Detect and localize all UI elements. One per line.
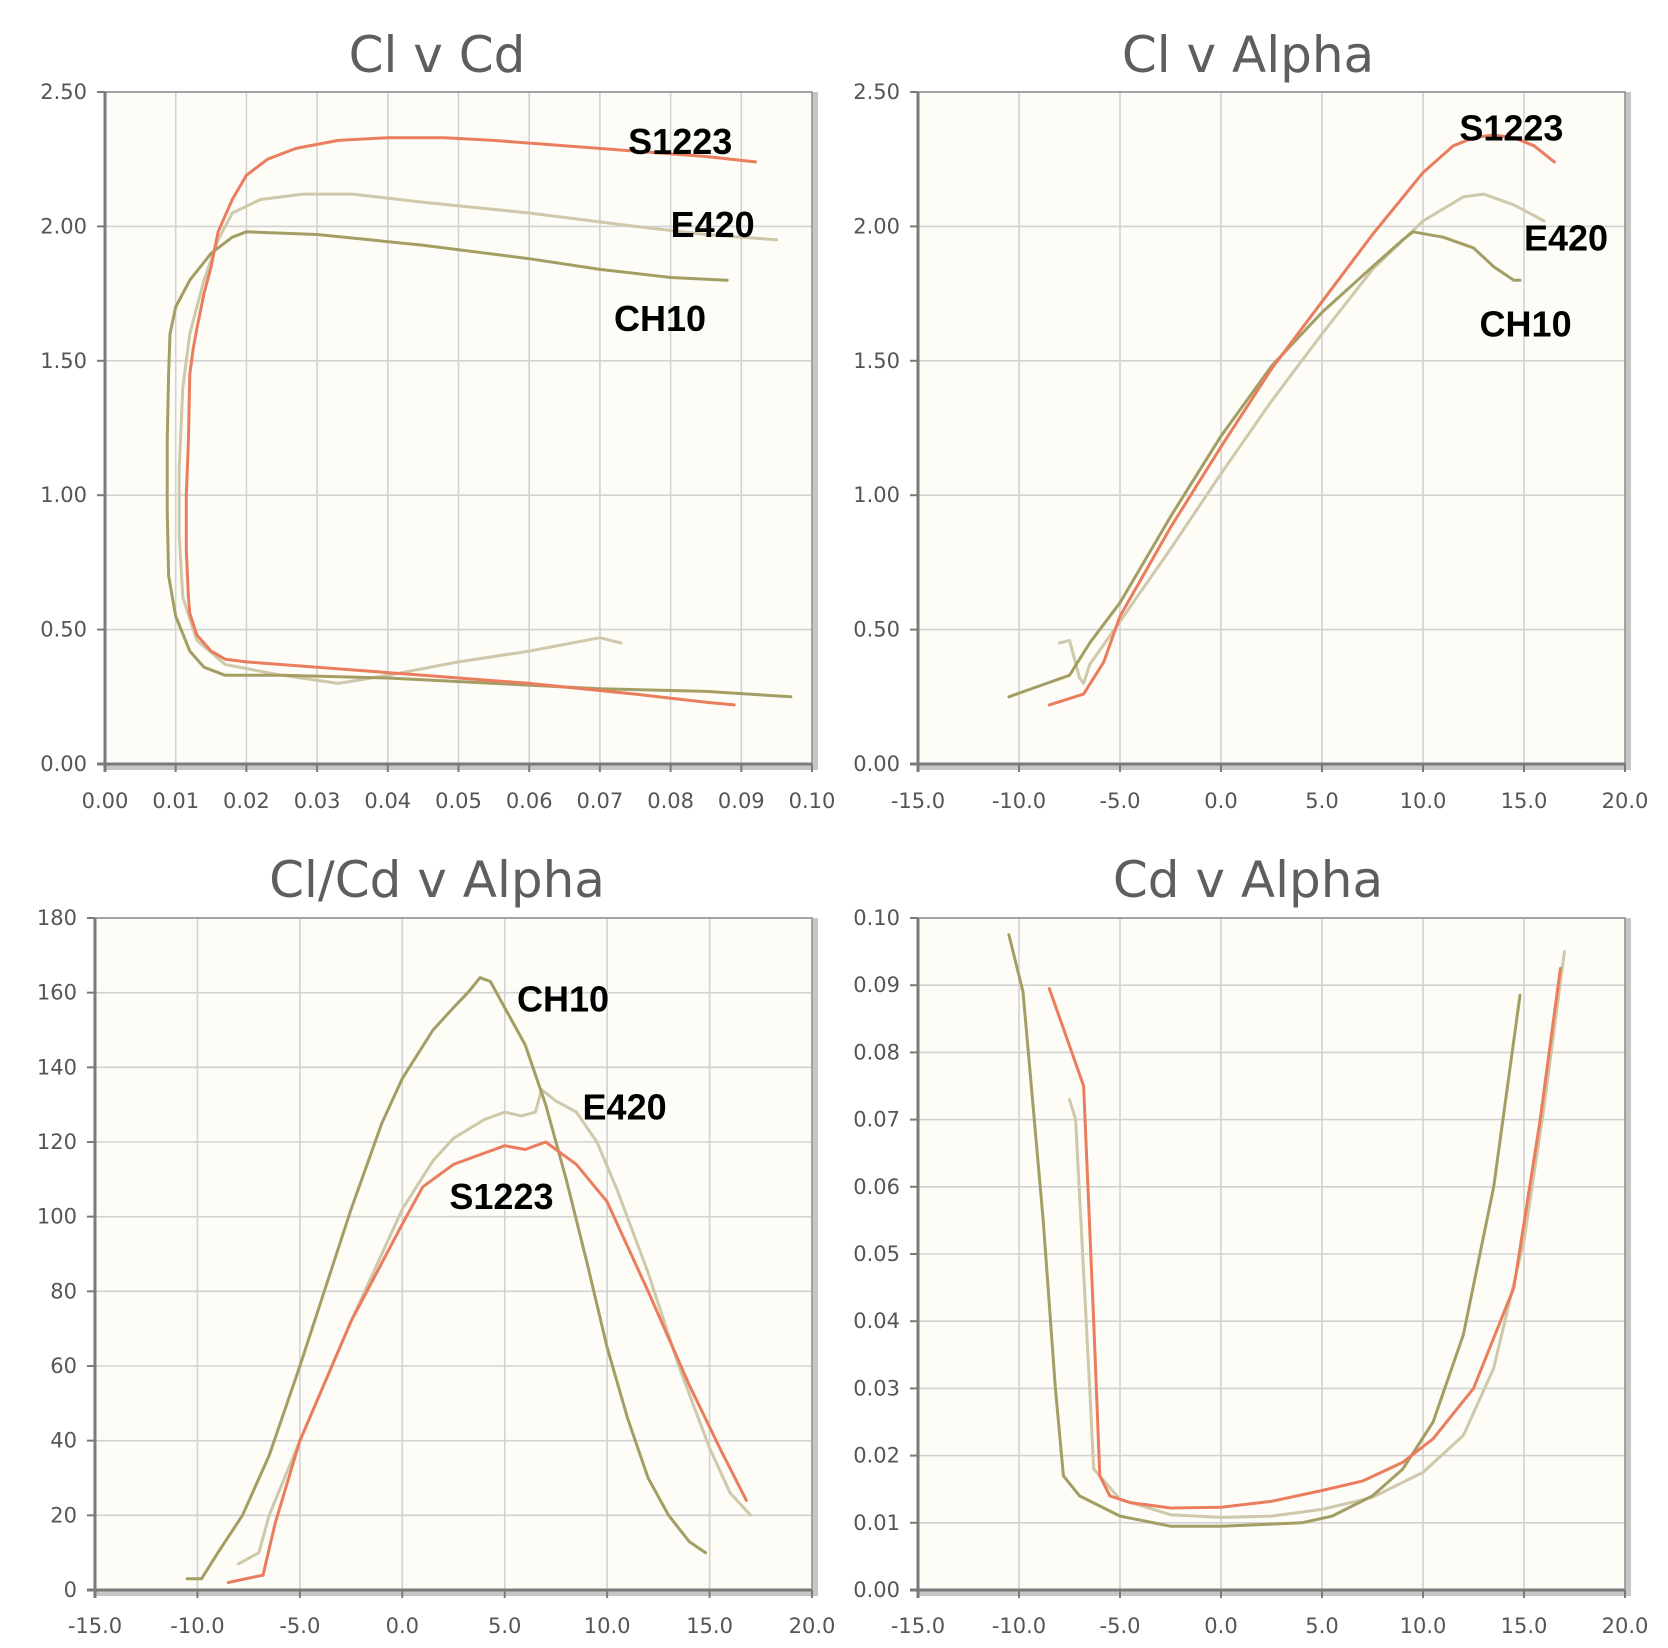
chart-0-label-s1223: S1223 — [628, 121, 732, 162]
chart-2-label-ch10: CH10 — [517, 978, 609, 1019]
chart-3-y-tick-label: 0.01 — [853, 1511, 900, 1535]
chart-3-x-tick-label: 10.0 — [1400, 1614, 1447, 1638]
chart-1-x-tick-label: -5.0 — [1100, 789, 1141, 813]
chart-0-x-tick-label: 0.04 — [364, 789, 411, 813]
chart-0-x-tick-label: 0.03 — [294, 789, 341, 813]
chart-0-x-tick-label: 0.08 — [647, 789, 694, 813]
chart-1-title: Cl v Alpha — [1122, 26, 1374, 84]
chart-2-y-tick-label: 0 — [64, 1578, 77, 1602]
chart-2-y-tick-label: 60 — [50, 1354, 77, 1378]
chart-3-y-tick-label: 0.03 — [853, 1376, 900, 1400]
chart-1-series-e420 — [1057, 192, 1546, 685]
chart-0-y-tick-label: 1.00 — [40, 483, 87, 507]
chart-1-y-tick-label: 0.50 — [853, 618, 900, 642]
chart-2-x-tick-label: 10.0 — [584, 1614, 631, 1638]
chart-0-series-ch10 — [165, 230, 793, 699]
chart-0-x-tick-label: 0.09 — [718, 789, 765, 813]
chart-cl-v-alpha: -15.0 -10.0 -5.0 0.0 5.0 10.0 15.0 20.0 0.00 0.50… — [853, 26, 1648, 813]
chart-2-series-ch10 — [185, 976, 707, 1581]
chart-1-x-tick-label: 0.0 — [1204, 789, 1237, 813]
chart-1-y-tick-label: 2.00 — [853, 214, 900, 238]
chart-1-x-tick-label: 5.0 — [1305, 789, 1338, 813]
chart-1-x-tick-label: 15.0 — [1501, 789, 1548, 813]
chart-3-series-e420 — [1068, 950, 1566, 1519]
chart-0-x-tick-label: 0.05 — [435, 789, 482, 813]
chart-cd-v-alpha: -15.0 -10.0 -5.0 0.0 5.0 10.0 15.0 20.0 0.00 0.01… — [853, 851, 1648, 1638]
chart-1-x-tick-label: 20.0 — [1602, 789, 1649, 813]
chart-3-x-tick-label: 20.0 — [1602, 1614, 1649, 1638]
chart-clcd-v-alpha: -15.0 -10.0 -5.0 0.0 5.0 10.0 15.0 20.0 0 20 40 60 8… — [37, 851, 835, 1638]
chart-0-y-tick-label: 0.50 — [40, 618, 87, 642]
chart-3-x-tick-label: 15.0 — [1501, 1614, 1548, 1638]
chart-1-label-e420: E420 — [1524, 218, 1608, 259]
chart-2-plot-area — [95, 918, 812, 1590]
chart-cl-v-cd: 0.00 0.01 0.02 0.03 0.04 0.05 0.06 0.07 0.08 0.09… — [40, 26, 835, 813]
chart-1-series-ch10 — [1007, 230, 1522, 699]
chart-3-x-tick-label: -10.0 — [992, 1614, 1046, 1638]
chart-2-x-tick-label: 15.0 — [686, 1614, 733, 1638]
chart-2-y-tick-label: 140 — [37, 1055, 77, 1079]
chart-2-x-tick-label: -5.0 — [279, 1614, 320, 1638]
chart-0-y-tick-label: 2.00 — [40, 214, 87, 238]
chart-3-y-tick-label: 0.05 — [853, 1242, 900, 1266]
chart-2-y-tick-label: 180 — [37, 906, 77, 930]
chart-3-y-tick-label: 0.10 — [853, 906, 900, 930]
chart-0-y-tick-label: 0.00 — [40, 752, 87, 776]
chart-2-x-tick-label: 20.0 — [789, 1614, 836, 1638]
chart-2-label-s1223: S1223 — [449, 1176, 553, 1217]
chart-2-y-tick-label: 20 — [50, 1503, 77, 1527]
chart-2-x-tick-label: -15.0 — [68, 1614, 122, 1638]
chart-0-x-tick-label: 0.01 — [152, 789, 199, 813]
chart-0-title: Cl v Cd — [349, 26, 526, 84]
chart-3-x-tick-label: 5.0 — [1305, 1614, 1338, 1638]
chart-2-y-tick-label: 100 — [37, 1205, 77, 1229]
chart-3-series-s1223 — [1047, 966, 1562, 1510]
chart-2-y-tick-label: 120 — [37, 1130, 77, 1154]
chart-3-x-tick-label: 0.0 — [1204, 1614, 1237, 1638]
chart-3-x-tick-label: -15.0 — [891, 1614, 945, 1638]
chart-2-label-e420: E420 — [583, 1087, 667, 1128]
chart-0-x-tick-label: 0.00 — [82, 789, 129, 813]
chart-2-x-tick-label: 0.0 — [386, 1614, 419, 1638]
chart-1-x-tick-label: 10.0 — [1400, 789, 1447, 813]
chart-2-y-tick-label: 160 — [37, 981, 77, 1005]
chart-0-x-tick-label: 0.02 — [223, 789, 270, 813]
chart-0-y-tick-label: 1.50 — [40, 349, 87, 373]
chart-2-series-s1223 — [226, 1140, 748, 1584]
chart-1-x-tick-label: -15.0 — [891, 789, 945, 813]
chart-2-y-tick-label: 80 — [50, 1279, 77, 1303]
chart-0-x-tick-label: 0.06 — [506, 789, 553, 813]
chart-1-y-tick-label: 2.50 — [853, 80, 900, 104]
chart-1-plot-area — [918, 92, 1625, 764]
chart-1-label-ch10: CH10 — [1480, 304, 1572, 345]
chart-3-y-tick-label: 0.09 — [853, 973, 900, 997]
chart-3-y-tick-label: 0.04 — [853, 1309, 900, 1333]
chart-0-y-tick-label: 2.50 — [40, 80, 87, 104]
chart-0-label-ch10: CH10 — [614, 298, 706, 339]
chart-3-series-ch10 — [1007, 933, 1522, 1528]
chart-3-y-tick-label: 0.02 — [853, 1444, 900, 1468]
chart-2-x-tick-label: 5.0 — [488, 1614, 521, 1638]
chart-1-y-tick-label: 1.00 — [853, 483, 900, 507]
chart-2-x-tick-label: -10.0 — [170, 1614, 224, 1638]
chart-3-y-tick-label: 0.06 — [853, 1175, 900, 1199]
chart-0-label-e420: E420 — [671, 204, 755, 245]
chart-3-y-tick-label: 0.07 — [853, 1108, 900, 1132]
chart-3-y-tick-label: 0.08 — [853, 1040, 900, 1064]
chart-3-title: Cd v Alpha — [1113, 851, 1383, 909]
chart-3-y-tick-label: 0.00 — [853, 1578, 900, 1602]
chart-0-x-tick-label: 0.07 — [577, 789, 624, 813]
chart-0-x-tick-label: 0.10 — [789, 789, 836, 813]
chart-2-y-tick-label: 40 — [50, 1429, 77, 1453]
chart-1-label-s1223: S1223 — [1459, 107, 1563, 148]
chart-1-x-tick-label: -10.0 — [992, 789, 1046, 813]
chart-1-series-s1223 — [1047, 133, 1556, 707]
chart-0-series-s1223 — [184, 136, 757, 707]
chart-1-y-tick-label: 1.50 — [853, 349, 900, 373]
chart-3-x-tick-label: -5.0 — [1100, 1614, 1141, 1638]
chart-2-title: Cl/Cd v Alpha — [269, 851, 605, 909]
chart-1-y-tick-label: 0.00 — [853, 752, 900, 776]
